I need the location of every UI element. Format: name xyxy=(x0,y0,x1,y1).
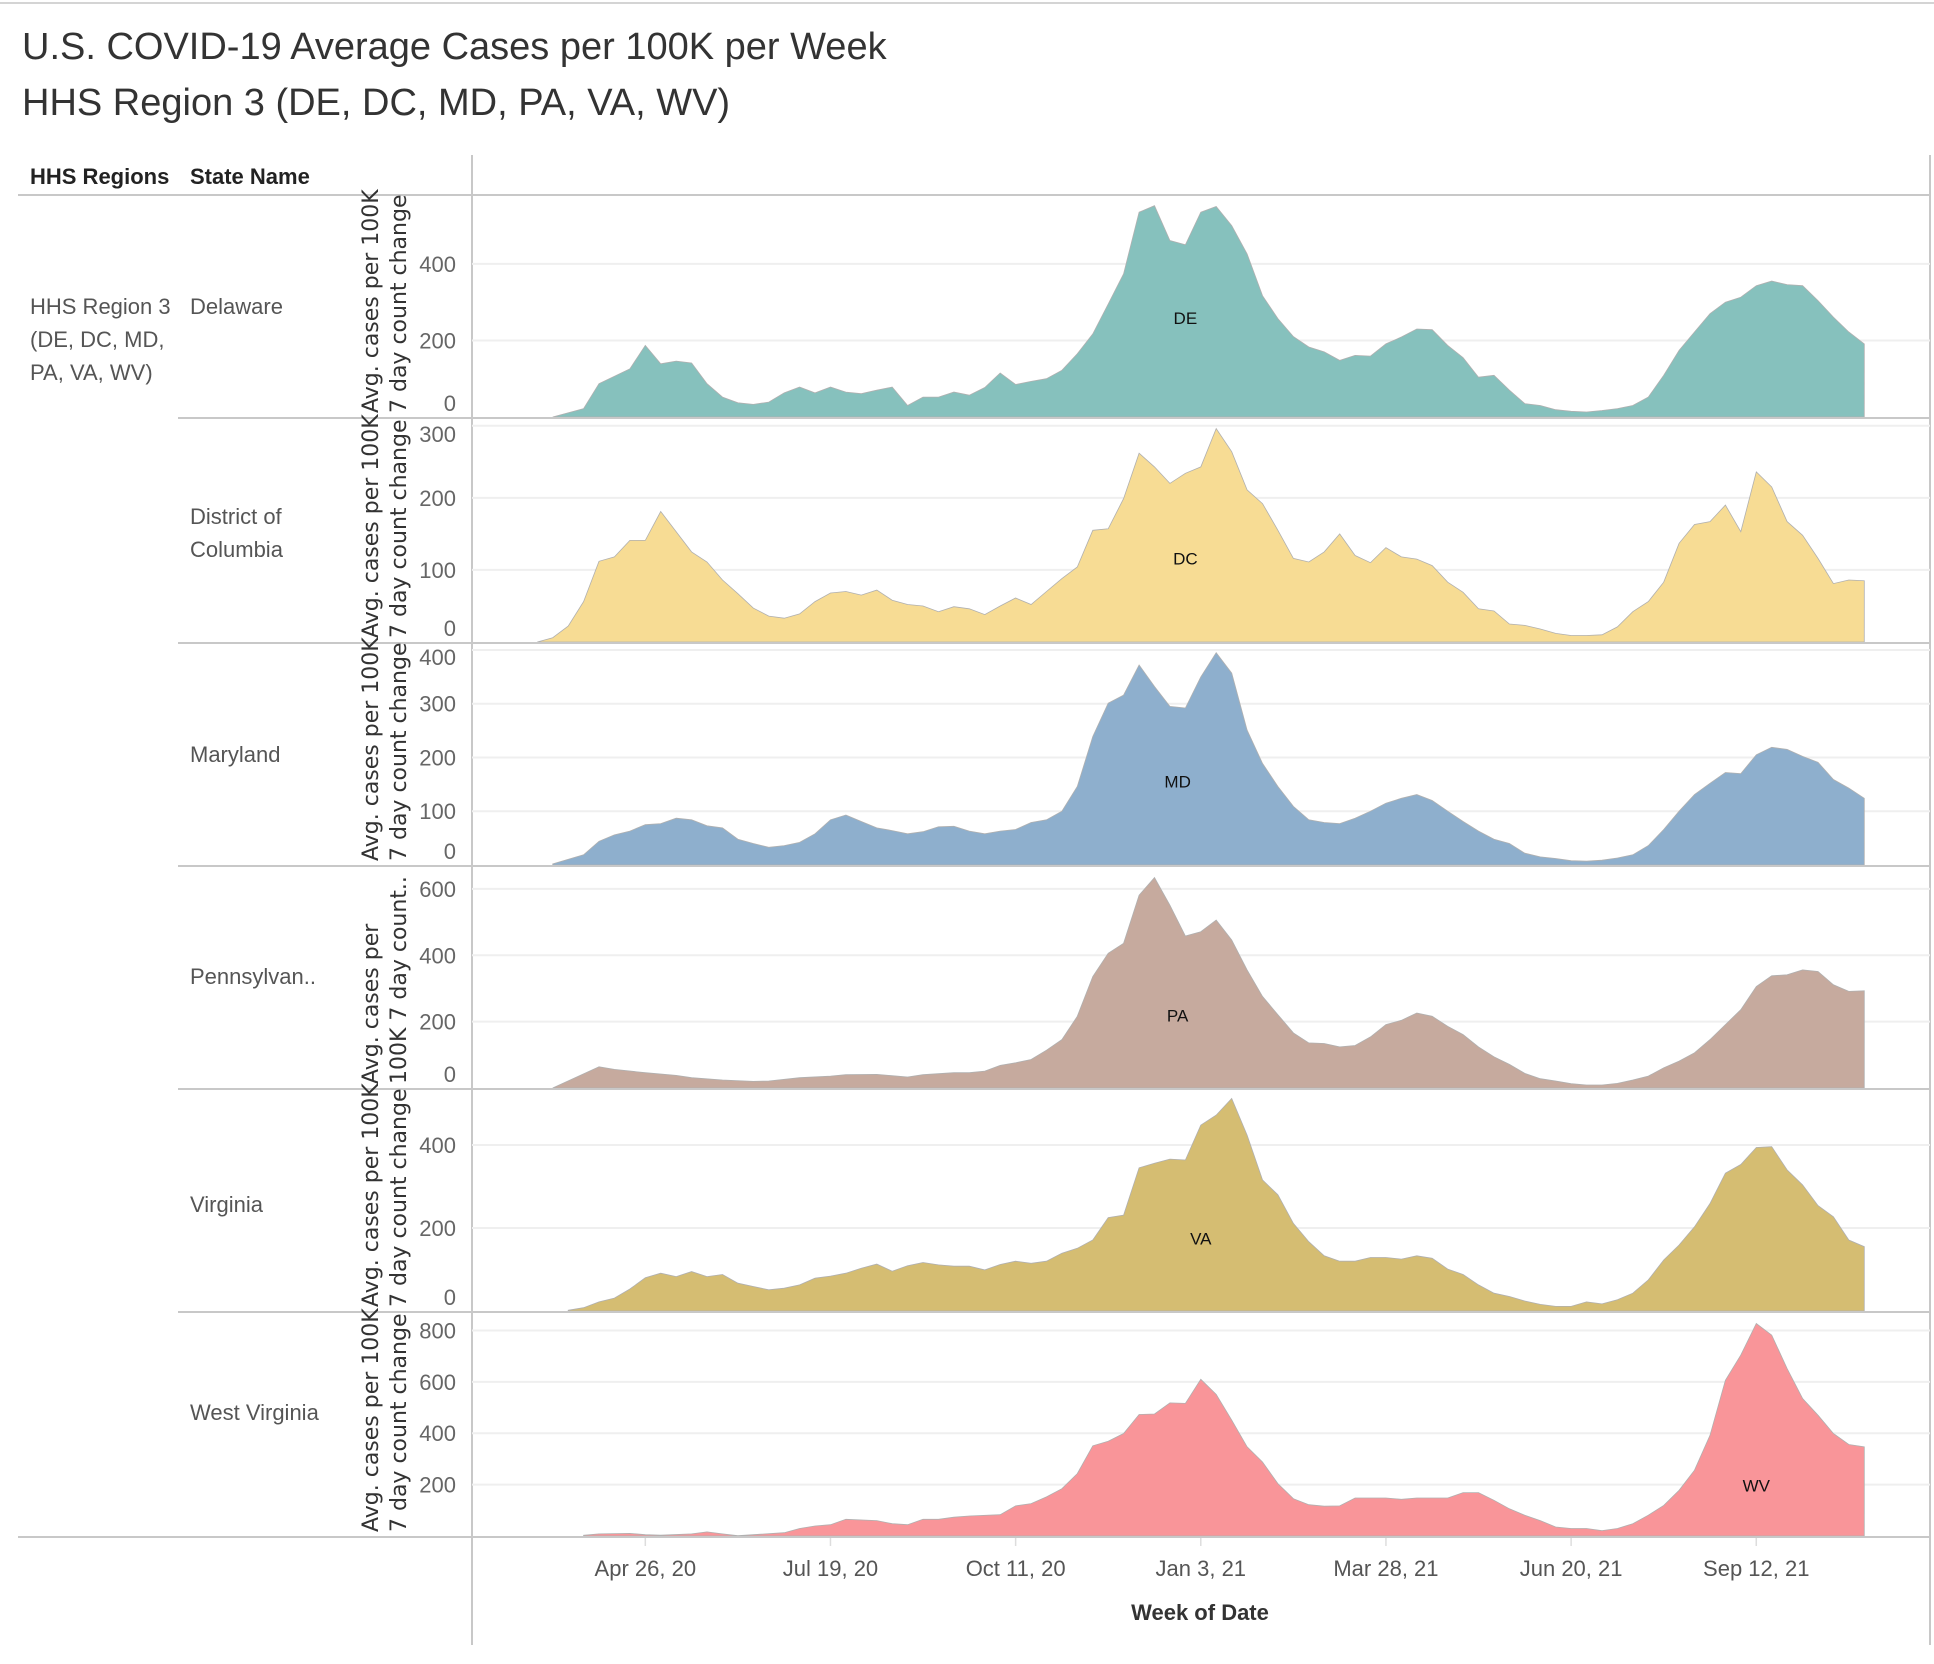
panel-md: 0 100 200 300 400 MD Avg. cases per 100K 7 day … xyxy=(359,637,1930,866)
panel-de: 0 200 400 DE Avg. cases per 100K 7 day count … xyxy=(359,189,1930,418)
y-tick-label: 300 xyxy=(419,422,456,447)
y-axis-title: 7 day count change xyxy=(387,643,412,861)
area-label: VA xyxy=(1190,1229,1212,1248)
area-de[interactable] xyxy=(552,205,1865,418)
area-dc[interactable] xyxy=(537,427,1865,643)
y-tick-label: 400 xyxy=(419,1133,456,1158)
y-tick-label: 0 xyxy=(444,391,456,416)
y-axis-title: Avg. cases per 100K xyxy=(359,189,384,413)
y-axis-title: 100K 7 day count.. xyxy=(387,876,412,1084)
x-tick-label: Apr 26, 20 xyxy=(595,1556,697,1581)
x-tick-label: Oct 11, 20 xyxy=(966,1556,1066,1581)
y-tick-label: 0 xyxy=(444,1062,456,1087)
panel-va: 0 200 400 VA Avg. cases per 100K 7 day count … xyxy=(359,1083,1930,1312)
state-name-pa[interactable]: Pennsylvan.. xyxy=(190,964,316,989)
x-tick-label: Sep 12, 21 xyxy=(1703,1556,1809,1581)
x-tick-label: Mar 28, 21 xyxy=(1333,1556,1438,1581)
state-name-dc[interactable]: District of Columbia xyxy=(190,504,283,562)
y-axis-title: Avg. cases per 100K xyxy=(359,637,384,861)
y-tick-label: 400 xyxy=(419,943,456,968)
state-name-wv[interactable]: West Virginia xyxy=(190,1400,319,1425)
y-axis-title: Avg. cases per xyxy=(359,923,384,1084)
area-label: WV xyxy=(1743,1477,1771,1496)
state-name-va[interactable]: Virginia xyxy=(190,1192,263,1217)
y-tick-label: 400 xyxy=(419,1421,456,1446)
x-tick-label: Jun 20, 21 xyxy=(1520,1556,1623,1581)
y-tick-label: 0 xyxy=(444,839,456,864)
x-tick-label: Jul 19, 20 xyxy=(783,1556,878,1581)
y-axis-title: 7 day count change xyxy=(387,420,412,638)
y-tick-label: 600 xyxy=(419,877,456,902)
y-axis-title: Avg. cases per 100K xyxy=(359,1083,384,1307)
area-label: PA xyxy=(1167,1006,1189,1025)
y-tick-label: 200 xyxy=(419,328,456,353)
region-label: HHS Region 3 (DE, DC, MD, PA, VA, WV) xyxy=(30,294,171,385)
y-tick-label: 100 xyxy=(419,799,456,824)
chart-title: U.S. COVID-19 Average Cases per 100K per… xyxy=(22,26,887,68)
y-axis-title: Avg. cases per 100K xyxy=(359,1308,384,1532)
area-va[interactable] xyxy=(567,1097,1865,1312)
x-axis-title: Week of Date xyxy=(1131,1600,1269,1625)
area-label: DE xyxy=(1174,309,1198,328)
panel-pa: 0 200 400 600 PA Avg. cases per 100K 7 day cou… xyxy=(359,876,1930,1089)
area-pa[interactable] xyxy=(552,876,1865,1089)
y-tick-label: 200 xyxy=(419,745,456,770)
y-tick-label: 200 xyxy=(419,1010,456,1035)
x-tick-label: Jan 3, 21 xyxy=(1156,1556,1247,1581)
y-tick-label: 300 xyxy=(419,692,456,717)
state-name-de[interactable]: Delaware xyxy=(190,294,283,319)
y-tick-label: 100 xyxy=(419,558,456,583)
y-tick-label: 400 xyxy=(419,645,456,670)
area-wv[interactable] xyxy=(583,1322,1865,1537)
y-axis-title: 7 day count change xyxy=(387,1314,412,1532)
chart-subtitle: HHS Region 3 (DE, DC, MD, PA, VA, WV) xyxy=(22,82,731,124)
y-axis-title: 7 day count change xyxy=(387,195,412,413)
header-state-name[interactable]: State Name xyxy=(190,164,310,189)
y-axis-title: Avg. cases per 100K xyxy=(359,414,384,638)
y-tick-label: 400 xyxy=(419,252,456,277)
top-border xyxy=(0,2,1934,4)
area-md[interactable] xyxy=(552,652,1865,866)
panel-wv: 200 400 600 800 WV Avg. cases per 100K 7 day c… xyxy=(359,1308,1930,1537)
area-label: MD xyxy=(1164,772,1190,791)
y-tick-label: 200 xyxy=(419,1473,456,1498)
y-tick-label: 0 xyxy=(444,616,456,641)
y-tick-label: 0 xyxy=(444,1285,456,1310)
area-label: DC xyxy=(1173,549,1198,568)
state-name-md[interactable]: Maryland xyxy=(190,742,281,767)
header-hhs-regions[interactable]: HHS Regions xyxy=(30,164,170,189)
y-tick-label: 200 xyxy=(419,486,456,511)
y-tick-label: 800 xyxy=(419,1318,456,1343)
panel-dc: 0 100 200 300 DC Avg. cases per 100K 7 day cou… xyxy=(359,414,1930,643)
y-tick-label: 600 xyxy=(419,1370,456,1395)
y-tick-label: 200 xyxy=(419,1216,456,1241)
y-axis-title: 7 day count change xyxy=(387,1089,412,1307)
